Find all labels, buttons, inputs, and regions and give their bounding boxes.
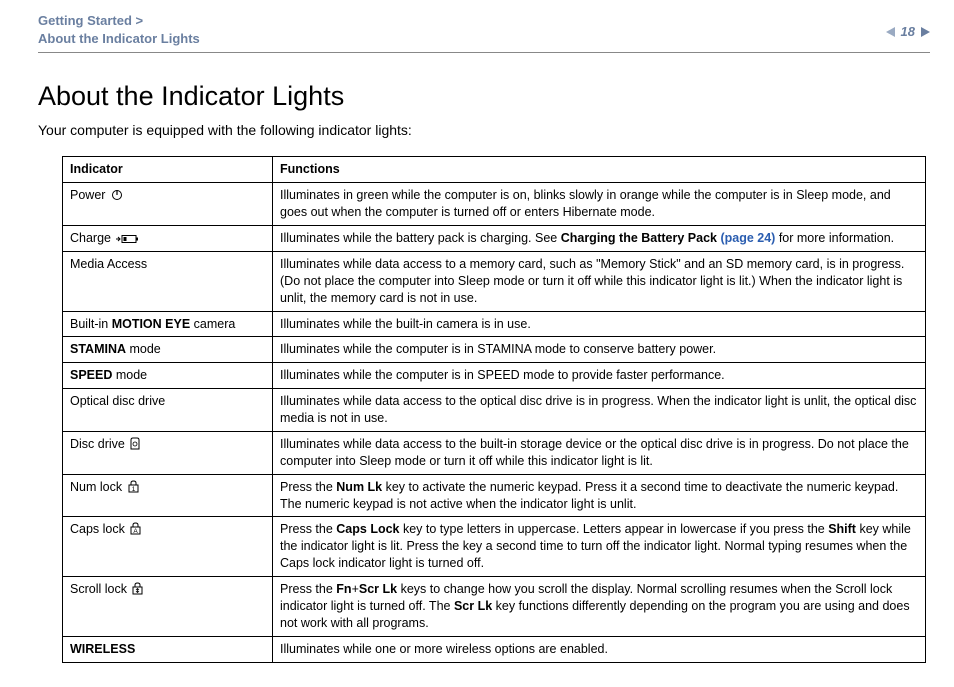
functions-cell: Press the Num Lk key to activate the num…: [273, 474, 926, 517]
table-row: Built-in MOTION EYE cameraIlluminates wh…: [63, 311, 926, 337]
functions-cell: Illuminates while the built-in camera is…: [273, 311, 926, 337]
functions-cell: Press the Fn+Scr Lk keys to change how y…: [273, 577, 926, 637]
functions-cell: Illuminates while the computer is in SPE…: [273, 363, 926, 389]
header-indicator: Indicator: [63, 157, 273, 183]
functions-cell: Illuminates while data access to the opt…: [273, 389, 926, 432]
indicator-table: Indicator Functions Power Illuminates in…: [62, 156, 926, 662]
table-row: WIRELESSIlluminates while one or more wi…: [63, 636, 926, 662]
next-page-icon[interactable]: [921, 27, 930, 37]
indicator-cell: SPEED mode: [63, 363, 273, 389]
functions-cell: Press the Caps Lock key to type letters …: [273, 517, 926, 577]
indicator-cell: Charge: [63, 226, 273, 252]
functions-cell: Illuminates while one or more wireless o…: [273, 636, 926, 662]
indicator-cell: Built-in MOTION EYE camera: [63, 311, 273, 337]
indicator-cell: Disc drive: [63, 431, 273, 474]
table-row: Disc drive Illuminates while data access…: [63, 431, 926, 474]
table-row: Charge Illuminates while the battery pac…: [63, 226, 926, 252]
indicator-cell: Num lock 1: [63, 474, 273, 517]
indicator-cell: Scroll lock: [63, 577, 273, 637]
table-row: SPEED modeIlluminates while the computer…: [63, 363, 926, 389]
functions-cell: Illuminates while data access to the bui…: [273, 431, 926, 474]
functions-cell: Illuminates while the computer is in STA…: [273, 337, 926, 363]
table-row: Power Illuminates in green while the com…: [63, 183, 926, 226]
prev-page-icon[interactable]: [886, 27, 895, 37]
functions-cell: Illuminates while data access to a memor…: [273, 251, 926, 311]
page-title: About the Indicator Lights: [38, 81, 930, 112]
svg-text:1: 1: [131, 486, 135, 493]
breadcrumb: Getting Started > About the Indicator Li…: [38, 12, 200, 48]
indicator-cell: WIRELESS: [63, 636, 273, 662]
intro-text: Your computer is equipped with the follo…: [38, 122, 930, 138]
indicator-cell: Power: [63, 183, 273, 226]
page-number: 18: [901, 24, 915, 39]
breadcrumb-line2: About the Indicator Lights: [38, 31, 200, 46]
indicator-cell: STAMINA mode: [63, 337, 273, 363]
table-row: Scroll lock Press the Fn+Scr Lk keys to …: [63, 577, 926, 637]
indicator-cell: Optical disc drive: [63, 389, 273, 432]
table-header-row: Indicator Functions: [63, 157, 926, 183]
indicator-cell: Media Access: [63, 251, 273, 311]
page-header: Getting Started > About the Indicator Li…: [38, 12, 930, 53]
table-row: Optical disc driveIlluminates while data…: [63, 389, 926, 432]
indicator-cell: Caps lock A: [63, 517, 273, 577]
page-container: Getting Started > About the Indicator Li…: [0, 0, 954, 687]
breadcrumb-line1: Getting Started >: [38, 13, 143, 28]
header-functions: Functions: [273, 157, 926, 183]
pager: 18: [886, 12, 930, 39]
svg-text:A: A: [134, 528, 139, 535]
table-row: Media AccessIlluminates while data acces…: [63, 251, 926, 311]
table-row: STAMINA modeIlluminates while the comput…: [63, 337, 926, 363]
functions-cell: Illuminates in green while the computer …: [273, 183, 926, 226]
table-row: Caps lock APress the Caps Lock key to ty…: [63, 517, 926, 577]
functions-cell: Illuminates while the battery pack is ch…: [273, 226, 926, 252]
table-row: Num lock 1Press the Num Lk key to activa…: [63, 474, 926, 517]
